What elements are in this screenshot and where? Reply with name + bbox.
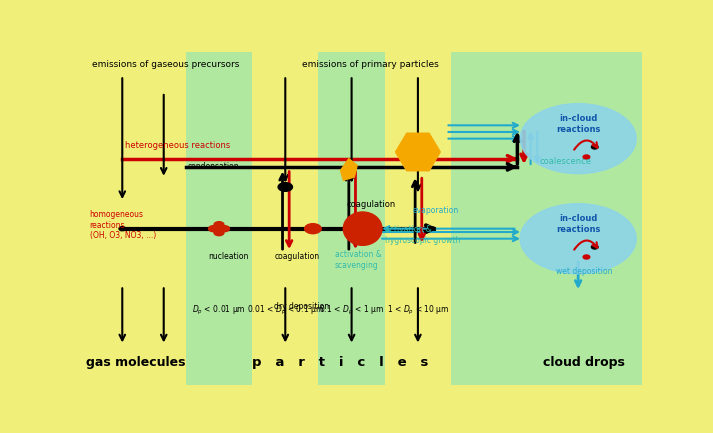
Ellipse shape xyxy=(344,212,382,246)
Bar xyxy=(252,52,319,385)
Circle shape xyxy=(520,204,636,274)
Text: homogeneous
reactions
(OH, O3, NO3, ...): homogeneous reactions (OH, O3, NO3, ...) xyxy=(90,210,156,240)
Circle shape xyxy=(278,183,292,191)
Circle shape xyxy=(304,224,321,234)
Text: emissions of primary particles: emissions of primary particles xyxy=(302,60,438,69)
Text: emissions of gaseous precursors: emissions of gaseous precursors xyxy=(92,60,240,69)
Bar xyxy=(451,52,518,385)
Circle shape xyxy=(214,226,224,232)
Polygon shape xyxy=(396,133,441,171)
Text: coalescence: coalescence xyxy=(540,158,592,166)
Bar xyxy=(186,52,252,385)
Text: cloud drops: cloud drops xyxy=(543,355,625,368)
Polygon shape xyxy=(341,158,357,180)
Circle shape xyxy=(591,145,598,149)
Text: dry deposition: dry deposition xyxy=(275,302,329,311)
Circle shape xyxy=(220,226,230,232)
Text: in-cloud
reactions: in-cloud reactions xyxy=(556,113,600,134)
Text: activation &
hygroscopic growth: activation & hygroscopic growth xyxy=(385,225,460,245)
Bar xyxy=(89,52,186,385)
Circle shape xyxy=(583,255,590,259)
Text: 0.01 < $D_p$ < 0.1 µm: 0.01 < $D_p$ < 0.1 µm xyxy=(247,304,324,317)
Text: 1 < $D_p$ < 10 µm: 1 < $D_p$ < 10 µm xyxy=(386,304,449,317)
Text: heterogeneous reactions: heterogeneous reactions xyxy=(125,141,230,150)
Text: coagulation: coagulation xyxy=(346,200,395,209)
Text: gas molecules: gas molecules xyxy=(86,355,186,368)
Text: 0.1 < $D_p$ < 1 µm: 0.1 < $D_p$ < 1 µm xyxy=(319,304,384,317)
Circle shape xyxy=(520,103,636,174)
Circle shape xyxy=(214,222,224,228)
Text: condensation: condensation xyxy=(188,162,239,171)
Text: activation &
scavenging: activation & scavenging xyxy=(335,250,381,270)
Text: wet deposition: wet deposition xyxy=(556,267,612,276)
Text: nucleation: nucleation xyxy=(208,252,248,261)
Text: $D_p$ < 0.01 µm: $D_p$ < 0.01 µm xyxy=(192,304,246,317)
Circle shape xyxy=(591,245,598,249)
Text: coagulation: coagulation xyxy=(275,252,319,261)
Circle shape xyxy=(119,226,125,231)
Circle shape xyxy=(583,155,590,159)
Bar xyxy=(385,52,451,385)
Bar xyxy=(518,52,642,385)
Text: p   a   r   t   i   c   l   e   s: p a r t i c l e s xyxy=(252,355,429,368)
Bar xyxy=(319,52,385,385)
Text: evaporation: evaporation xyxy=(412,207,458,215)
Text: in-cloud
reactions: in-cloud reactions xyxy=(556,213,600,234)
Circle shape xyxy=(214,229,224,236)
Circle shape xyxy=(208,226,218,232)
